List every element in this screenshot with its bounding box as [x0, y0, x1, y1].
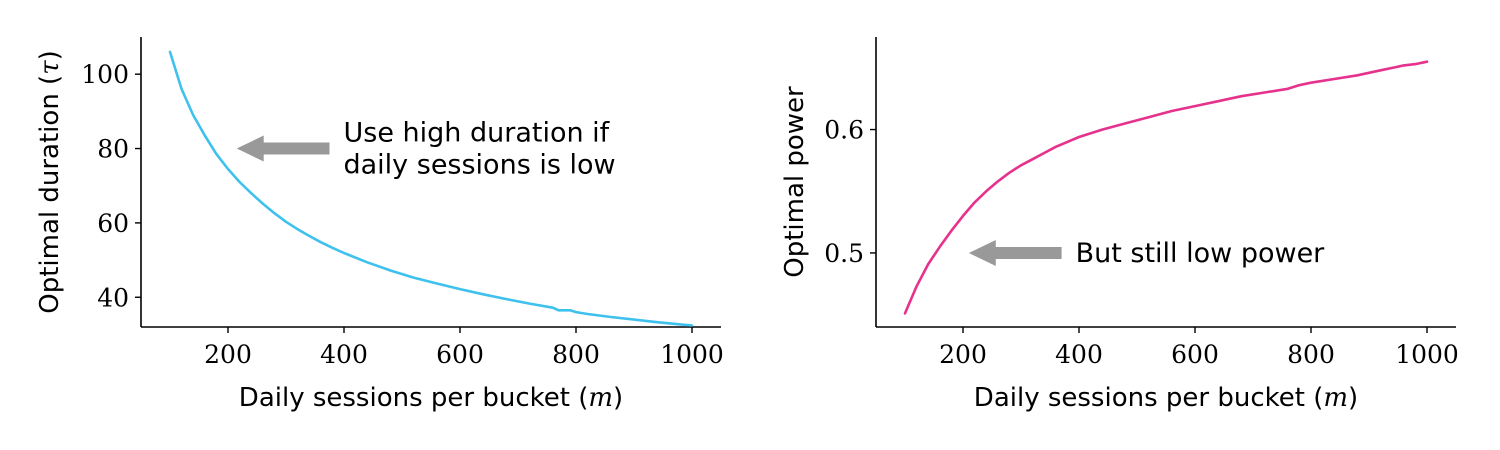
x-tick-label: 800 [552, 340, 600, 369]
series-line-0 [168, 50, 694, 327]
annotation-arrow [968, 240, 1062, 266]
x-axis-label-text: Daily sessions per bucket ( [239, 383, 589, 413]
x-axis-label-math: m [1323, 383, 1348, 413]
annotation-text: Use high duration if [344, 118, 611, 149]
y-axis-label-suffix: ) [35, 50, 65, 60]
x-tick-label: 600 [436, 340, 484, 369]
x-tick-label: 1000 [660, 340, 724, 369]
y-tick-label: 100 [81, 60, 129, 89]
annotation-text: But still low power [1076, 238, 1326, 269]
right-chart-power: 200 400 600 800 1000 0.5 0.6 Daily sessions per… [780, 37, 1459, 413]
x-tick-label: 800 [1287, 340, 1335, 369]
y-tick-label: 60 [97, 209, 129, 238]
x-tick-label: 400 [320, 340, 368, 369]
annotation-text: daily sessions is low [344, 150, 616, 181]
x-tick-label: 200 [939, 340, 987, 369]
annotation-arrow [236, 135, 330, 162]
x-axis-label: Daily sessions per bucket (m) [974, 383, 1358, 413]
y-axis-label: Optimal duration (τ) [35, 50, 65, 314]
x-tick-label: 400 [1055, 340, 1103, 369]
y-axis-label-text: Optimal duration ( [35, 75, 65, 314]
x-axis-label-suffix: ) [613, 383, 623, 413]
x-axis-label-math: m [588, 383, 613, 413]
series-line-0 [903, 60, 1429, 315]
x-tick-label: 200 [204, 340, 252, 369]
x-tick-label: 600 [1171, 340, 1219, 369]
x-axis-label: Daily sessions per bucket (m) [239, 383, 623, 413]
y-axis-label-math: τ [35, 60, 65, 75]
x-axis-label-text: Daily sessions per bucket ( [974, 383, 1324, 413]
y-tick-label: 40 [97, 283, 129, 312]
y-axis-label-text: Optimal power [780, 86, 810, 278]
left-chart-duration: 200 400 600 800 1000 40 60 80 100 Daily sessions … [35, 37, 724, 413]
y-tick-label: 80 [97, 135, 129, 164]
y-tick-label: 0.6 [824, 116, 864, 145]
x-tick-label: 1000 [1395, 340, 1459, 369]
y-axis-label: Optimal power [780, 86, 810, 278]
x-axis-label-suffix: ) [1348, 383, 1358, 413]
y-tick-label: 0.5 [824, 239, 864, 268]
